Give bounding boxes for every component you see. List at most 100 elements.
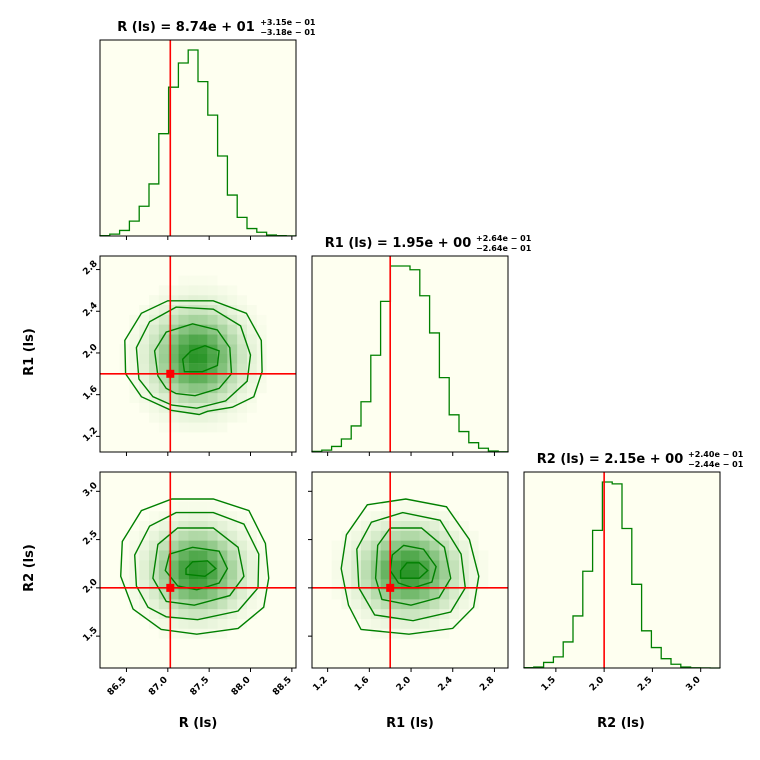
density-cell bbox=[129, 570, 140, 580]
density-cell bbox=[158, 383, 169, 394]
density-cell bbox=[449, 599, 459, 610]
density-cell bbox=[390, 619, 401, 629]
density-cell bbox=[419, 589, 430, 600]
density-cell bbox=[227, 550, 238, 561]
density-cell bbox=[410, 550, 420, 561]
density-cell bbox=[178, 423, 188, 433]
density-cell bbox=[390, 609, 401, 619]
density-cell bbox=[380, 589, 391, 600]
density-cell bbox=[217, 599, 228, 610]
density-cell bbox=[208, 276, 218, 286]
density-cell bbox=[168, 609, 179, 619]
density-cell bbox=[139, 560, 149, 570]
density-cell bbox=[198, 383, 208, 394]
density-cell bbox=[217, 334, 228, 345]
density-cell bbox=[178, 619, 189, 629]
density-cell bbox=[429, 511, 440, 521]
density-cell bbox=[217, 550, 228, 561]
density-cell bbox=[149, 324, 159, 335]
x-tick-label: 1.2 bbox=[311, 675, 329, 693]
truth-marker bbox=[166, 583, 175, 592]
density-cell bbox=[332, 570, 342, 580]
density-cell bbox=[429, 589, 440, 600]
density-cell bbox=[139, 314, 149, 325]
density-cell bbox=[188, 521, 198, 531]
density-cell bbox=[390, 530, 401, 541]
density-cell bbox=[429, 599, 440, 610]
density-cell bbox=[207, 305, 218, 315]
density-cell bbox=[149, 344, 159, 354]
density-cell bbox=[207, 619, 218, 629]
density-cell bbox=[429, 550, 440, 561]
density-cell bbox=[390, 560, 401, 570]
density-cell bbox=[149, 579, 159, 590]
density-cell bbox=[419, 599, 430, 610]
density-cell bbox=[459, 579, 469, 590]
panel-title-0: R (ls) = 8.74e + 01 +3.15e − 01−3.18e − 0… bbox=[117, 18, 316, 37]
density-cell bbox=[410, 570, 420, 580]
density-cell bbox=[247, 579, 257, 590]
y-axis-label-2: R2 (ls) bbox=[22, 544, 37, 592]
density-cell bbox=[158, 363, 169, 374]
density-cell bbox=[247, 334, 257, 345]
density-cell bbox=[149, 550, 159, 561]
contour-level-4 bbox=[185, 560, 217, 578]
density-cell bbox=[198, 403, 208, 413]
density-cell bbox=[208, 629, 218, 639]
density-cell bbox=[227, 579, 238, 590]
density-cell bbox=[380, 550, 391, 561]
density-cell bbox=[188, 501, 198, 511]
density-cell bbox=[361, 540, 371, 551]
density-cell bbox=[188, 560, 198, 570]
density-cell bbox=[139, 373, 149, 384]
density-cell bbox=[257, 325, 267, 335]
density-cell bbox=[479, 560, 489, 570]
x-tick-label: 87.0 bbox=[147, 675, 170, 698]
density-cell bbox=[149, 393, 159, 403]
panel-frame bbox=[523, 471, 721, 669]
density-cell bbox=[449, 560, 459, 570]
density-cell bbox=[149, 511, 159, 521]
density-cell bbox=[380, 599, 391, 610]
density-cell bbox=[400, 511, 410, 521]
y-tick-label: 2.0 bbox=[81, 342, 99, 360]
density-cell bbox=[468, 570, 479, 580]
density-cell bbox=[227, 530, 238, 541]
density-cell bbox=[207, 599, 218, 610]
density-cell bbox=[227, 589, 238, 600]
density-cell bbox=[158, 393, 169, 403]
density-cell bbox=[227, 609, 238, 619]
density-cell bbox=[158, 540, 169, 551]
density-cell bbox=[390, 521, 401, 531]
density-cell bbox=[149, 403, 159, 413]
panel-2-0: 86.5 87.0 87.5 88.0 88.5 1.5 2.0 2.5 3.0 bbox=[81, 471, 297, 698]
density-cell bbox=[217, 324, 228, 335]
density-cell bbox=[439, 579, 450, 590]
density-cell bbox=[380, 619, 391, 629]
density-cell bbox=[400, 530, 410, 541]
density-cell bbox=[207, 511, 218, 521]
density-cell bbox=[256, 560, 267, 570]
density-cell bbox=[178, 570, 189, 580]
density-cell bbox=[237, 363, 247, 374]
density-cell bbox=[139, 344, 149, 354]
density-cell bbox=[237, 383, 247, 394]
density-cell bbox=[198, 589, 208, 600]
density-cell bbox=[390, 540, 401, 551]
density-cell bbox=[207, 383, 218, 394]
density-cell bbox=[217, 540, 228, 551]
density-cell bbox=[178, 511, 189, 521]
density-cell bbox=[188, 511, 198, 521]
density-cell bbox=[198, 560, 208, 570]
density-cell bbox=[158, 570, 169, 580]
density-cell bbox=[237, 540, 247, 551]
density-cell bbox=[247, 550, 257, 561]
density-cell bbox=[227, 383, 238, 394]
density-cell bbox=[351, 530, 361, 541]
density-cell bbox=[439, 589, 450, 600]
panel-0-0 bbox=[99, 39, 297, 240]
density-cell bbox=[207, 334, 218, 345]
density-cell bbox=[178, 276, 188, 286]
panel-2-1: 1.2 1.6 2.0 2.4 2.8 bbox=[308, 471, 509, 693]
density-cell bbox=[168, 521, 179, 531]
